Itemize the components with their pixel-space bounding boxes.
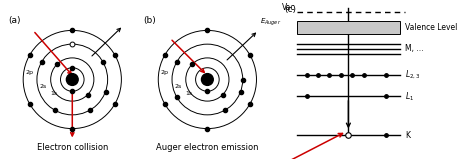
- Text: Auger electron emission: Auger electron emission: [156, 143, 259, 152]
- Text: (c): (c): [284, 5, 296, 14]
- Circle shape: [66, 74, 78, 85]
- Bar: [297, 21, 400, 35]
- Text: K: K: [405, 131, 410, 140]
- Circle shape: [201, 74, 213, 85]
- Text: 2s: 2s: [174, 84, 182, 89]
- Text: $L_{2,3}$: $L_{2,3}$: [405, 69, 420, 81]
- Text: Electron collision: Electron collision: [36, 143, 108, 152]
- Text: 2p: 2p: [160, 70, 168, 75]
- Text: (b): (b): [144, 16, 156, 25]
- Text: (a): (a): [9, 16, 21, 25]
- Text: $E_{Auger}$: $E_{Auger}$: [260, 17, 282, 28]
- Text: M, ...: M, ...: [405, 45, 424, 53]
- Text: Vac: Vac: [282, 3, 295, 12]
- Text: $L_{1}$: $L_{1}$: [405, 90, 414, 103]
- Text: 1s: 1s: [185, 91, 192, 96]
- Text: Valence Level: Valence Level: [405, 23, 457, 32]
- Text: 1s: 1s: [50, 91, 57, 96]
- Text: 2p: 2p: [25, 70, 33, 75]
- Text: 2s: 2s: [39, 84, 46, 89]
